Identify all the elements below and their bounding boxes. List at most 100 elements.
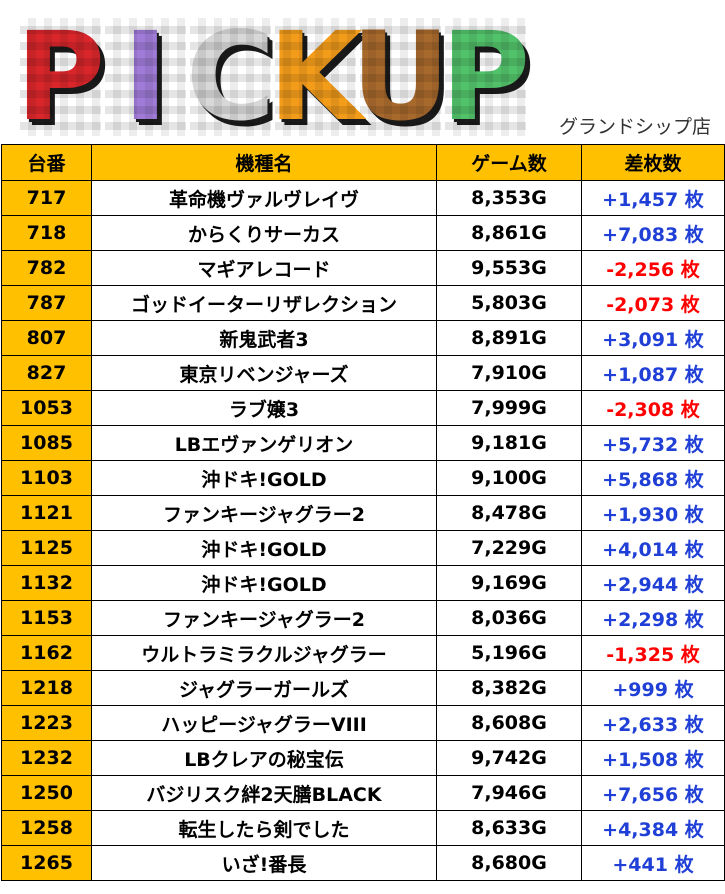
machine-number-cell: 782 — [1, 250, 92, 286]
machine-name-cell: 東京リベンジャーズ — [91, 355, 437, 391]
medal-difference-cell: +4,014 枚 — [581, 530, 725, 566]
logo-letter: K — [268, 6, 363, 148]
machine-number-cell: 1153 — [1, 600, 92, 636]
medal-difference-cell: -2,308 枚 — [581, 390, 725, 426]
header-medal-difference: 差枚数 — [581, 144, 725, 181]
machine-number-cell: 827 — [1, 355, 92, 391]
machine-number-cell: 1258 — [1, 810, 92, 846]
machine-number-cell: 1250 — [1, 775, 92, 811]
machine-number-cell: 1162 — [1, 635, 92, 671]
medal-difference-cell: +2,633 枚 — [581, 705, 725, 741]
medal-difference-cell: -1,325 枚 — [581, 635, 725, 671]
game-count-cell: 8,891G — [436, 320, 582, 356]
machine-number-cell: 718 — [1, 215, 92, 251]
machine-name-cell: ウルトラミラクルジャグラー — [91, 635, 437, 671]
table-row: 1053 ラブ嬢3 7,999G -2,308 枚 — [1, 390, 725, 426]
machine-number-cell: 1265 — [1, 845, 92, 881]
table-row: 1258 転生したら剣でした 8,633G +4,384 枚 — [1, 810, 725, 846]
game-count-cell: 8,680G — [436, 845, 582, 881]
game-count-cell: 9,100G — [436, 460, 582, 496]
machine-name-cell: ゴッドイーターリザレクション — [91, 285, 437, 321]
machine-name-cell: 新鬼武者3 — [91, 320, 437, 356]
machine-name-cell: ハッピージャグラーVIII — [91, 705, 437, 741]
game-count-cell: 7,946G — [436, 775, 582, 811]
machine-number-cell: 1085 — [1, 425, 92, 461]
table-row: 807 新鬼武者3 8,891G +3,091 枚 — [1, 320, 725, 356]
game-count-cell: 9,169G — [436, 565, 582, 601]
game-count-cell: 8,036G — [436, 600, 582, 636]
table-row: 782 マギアレコード 9,553G -2,256 枚 — [1, 250, 725, 286]
machine-number-cell: 787 — [1, 285, 92, 321]
table-row: 717 革命機ヴァルヴレイヴ 8,353G +1,457 枚 — [1, 180, 725, 216]
game-count-cell: 8,478G — [436, 495, 582, 531]
game-count-cell: 7,229G — [436, 530, 582, 566]
machine-number-cell: 807 — [1, 320, 92, 356]
medal-difference-cell: -2,256 枚 — [581, 250, 725, 286]
table-row: 1121 ファンキージャグラー2 8,478G +1,930 枚 — [1, 495, 725, 531]
table-row: 1153 ファンキージャグラー2 8,036G +2,298 枚 — [1, 600, 725, 636]
medal-difference-cell: +1,087 枚 — [581, 355, 725, 391]
machine-number-cell: 1053 — [1, 390, 92, 426]
table-row: 1265 いざ!番長 8,680G +441 枚 — [1, 845, 725, 881]
machine-number-cell: 1223 — [1, 705, 92, 741]
machine-name-cell: ファンキージャグラー2 — [91, 600, 437, 636]
table-row: 718 からくりサーカス 8,861G +7,083 枚 — [1, 215, 725, 251]
medal-difference-cell: +4,384 枚 — [581, 810, 725, 846]
machine-number-cell: 1103 — [1, 460, 92, 496]
table-row: 827 東京リベンジャーズ 7,910G +1,087 枚 — [1, 355, 725, 391]
machine-name-cell: ラブ嬢3 — [91, 390, 437, 426]
logo-letter: U — [350, 6, 451, 148]
game-count-cell: 8,353G — [436, 180, 582, 216]
game-count-cell: 8,382G — [436, 670, 582, 706]
game-count-cell: 8,861G — [436, 215, 582, 251]
medal-difference-cell: +2,298 枚 — [581, 600, 725, 636]
game-count-cell: 8,633G — [436, 810, 582, 846]
logo-letter: P — [15, 6, 106, 148]
medal-difference-cell: -2,073 枚 — [581, 285, 725, 321]
game-count-cell: 9,742G — [436, 740, 582, 776]
machine-number-cell: 1125 — [1, 530, 92, 566]
table-row: 1232 LBクレアの秘宝伝 9,742G +1,508 枚 — [1, 740, 725, 776]
machine-name-cell: 転生したら剣でした — [91, 810, 437, 846]
machine-name-cell: 革命機ヴァルヴレイヴ — [91, 180, 437, 216]
table-row: 1103 沖ドキ!GOLD 9,100G +5,868 枚 — [1, 460, 725, 496]
medal-difference-cell: +1,457 枚 — [581, 180, 725, 216]
medal-difference-cell: +3,091 枚 — [581, 320, 725, 356]
medal-difference-cell: +7,656 枚 — [581, 775, 725, 811]
medal-difference-cell: +999 枚 — [581, 670, 725, 706]
machine-number-cell: 717 — [1, 180, 92, 216]
table-row: 1125 沖ドキ!GOLD 7,229G +4,014 枚 — [1, 530, 725, 566]
medal-difference-cell: +5,732 枚 — [581, 425, 725, 461]
table-row: 1218 ジャグラーガールズ 8,382G +999 枚 — [1, 670, 725, 706]
game-count-cell: 9,181G — [436, 425, 582, 461]
medal-difference-cell: +1,508 枚 — [581, 740, 725, 776]
table-row: 1250 バジリスク絆2天膳BLACK 7,946G +7,656 枚 — [1, 775, 725, 811]
machine-number-cell: 1121 — [1, 495, 92, 531]
machine-name-cell: マギアレコード — [91, 250, 437, 286]
header-machine-number: 台番 — [1, 144, 92, 181]
machine-name-cell: ジャグラーガールズ — [91, 670, 437, 706]
machine-number-cell: 1218 — [1, 670, 92, 706]
game-count-cell: 8,608G — [436, 705, 582, 741]
machine-name-cell: バジリスク絆2天膳BLACK — [91, 775, 437, 811]
medal-difference-cell: +2,944 枚 — [581, 565, 725, 601]
game-count-cell: 5,196G — [436, 635, 582, 671]
store-name: グランドシップ店 — [558, 116, 711, 138]
game-count-cell: 7,910G — [436, 355, 582, 391]
game-count-cell: 5,803G — [436, 285, 582, 321]
machine-name-cell: 沖ドキ!GOLD — [91, 460, 437, 496]
logo-letter: I — [105, 16, 186, 138]
machine-name-cell: 沖ドキ!GOLD — [91, 565, 437, 601]
machine-name-cell: LBエヴァンゲリオン — [91, 425, 437, 461]
machine-name-cell: からくりサーカス — [91, 215, 437, 251]
machine-number-cell: 1132 — [1, 565, 92, 601]
medal-difference-cell: +7,083 枚 — [581, 215, 725, 251]
pickup-table: 台番 機種名 ゲーム数 差枚数 717 革命機ヴァルヴレイヴ 8,353G +1,45… — [1, 144, 725, 881]
machine-number-cell: 1232 — [1, 740, 92, 776]
table-header-row: 台番 機種名 ゲーム数 差枚数 — [1, 144, 725, 181]
table-row: 787 ゴッドイーターリザレクション 5,803G -2,073 枚 — [1, 285, 725, 321]
machine-name-cell: 沖ドキ!GOLD — [91, 530, 437, 566]
medal-difference-cell: +1,930 枚 — [581, 495, 725, 531]
